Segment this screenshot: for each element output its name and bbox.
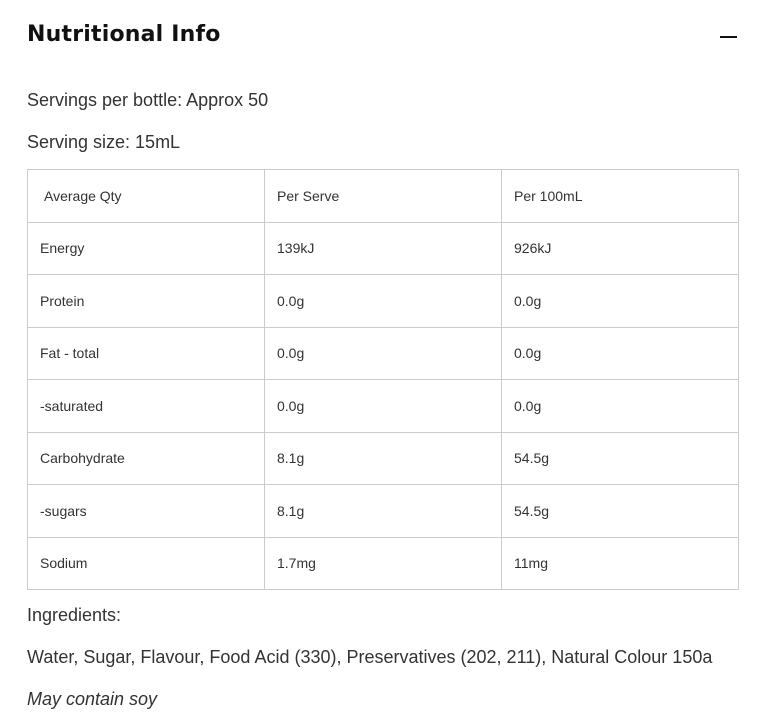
nutrient-name: -saturated bbox=[27, 379, 265, 433]
nutrient-name: Fat - total bbox=[27, 326, 265, 380]
nutrient-name: Energy bbox=[27, 221, 265, 275]
column-header-average-qty: Average Qty bbox=[27, 169, 265, 223]
nutrient-name: Protein bbox=[27, 274, 265, 328]
column-header-per-100ml: Per 100mL bbox=[501, 169, 739, 223]
nutritional-info-panel: Nutritional Info Servings per bottle: Ap… bbox=[27, 0, 739, 709]
per-serve-value: 1.7mg bbox=[264, 536, 502, 590]
nutrient-name: Carbohydrate bbox=[27, 431, 265, 485]
per-100ml-value: 0.0g bbox=[501, 379, 739, 433]
nutrient-name: -sugars bbox=[27, 484, 265, 538]
per-serve-value: 8.1g bbox=[264, 431, 502, 485]
minus-icon bbox=[719, 36, 737, 38]
table-row: Sodium 1.7mg 11mg bbox=[27, 536, 739, 590]
table-row: -saturated 0.0g 0.0g bbox=[27, 379, 739, 433]
servings-per-bottle: Servings per bottle: Approx 50 bbox=[27, 90, 269, 110]
allergen-note: May contain soy bbox=[27, 689, 158, 709]
column-header-per-serve: Per Serve bbox=[264, 169, 502, 223]
per-serve-value: 8.1g bbox=[264, 484, 502, 538]
collapse-button[interactable] bbox=[717, 26, 739, 48]
serving-size: Serving size: 15mL bbox=[27, 132, 181, 152]
table-row: Energy 139kJ 926kJ bbox=[27, 221, 739, 275]
per-100ml-value: 54.5g bbox=[501, 431, 739, 485]
ingredients-list: Water, Sugar, Flavour, Food Acid (330), … bbox=[27, 647, 713, 667]
nutrition-table: Average Qty Per Serve Per 100mL Energy 1… bbox=[27, 169, 739, 590]
section-title: Nutritional Info bbox=[27, 22, 221, 47]
per-serve-value: 0.0g bbox=[264, 379, 502, 433]
ingredients-label: Ingredients: bbox=[27, 605, 122, 625]
nutrient-name: Sodium bbox=[27, 536, 265, 590]
per-serve-value: 139kJ bbox=[264, 221, 502, 275]
accordion-header[interactable]: Nutritional Info bbox=[27, 0, 739, 72]
per-100ml-value: 0.0g bbox=[501, 274, 739, 328]
per-100ml-value: 926kJ bbox=[501, 221, 739, 275]
per-serve-value: 0.0g bbox=[264, 274, 502, 328]
table-row: -sugars 8.1g 54.5g bbox=[27, 484, 739, 538]
table-row: Protein 0.0g 0.0g bbox=[27, 274, 739, 328]
per-100ml-value: 0.0g bbox=[501, 326, 739, 380]
table-header-row: Average Qty Per Serve Per 100mL bbox=[27, 169, 739, 223]
per-serve-value: 0.0g bbox=[264, 326, 502, 380]
per-100ml-value: 54.5g bbox=[501, 484, 739, 538]
table-row: Fat - total 0.0g 0.0g bbox=[27, 326, 739, 380]
table-row: Carbohydrate 8.1g 54.5g bbox=[27, 431, 739, 485]
per-100ml-value: 11mg bbox=[501, 536, 739, 590]
